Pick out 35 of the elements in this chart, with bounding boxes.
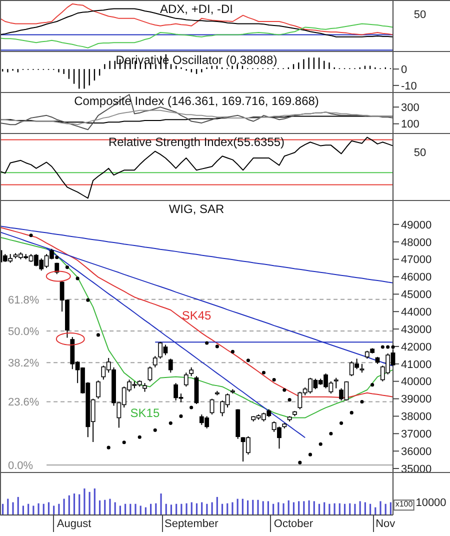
y-tick-label: 43000 [401, 324, 432, 336]
y-tick-label: 100 [401, 118, 420, 131]
y-tick-label: 47000 [401, 254, 432, 266]
text: 50 [414, 8, 426, 22]
y-tick-label: 0 [401, 64, 408, 76]
y-tick-label: 49000 [401, 219, 432, 232]
y-tick-label: -10 [401, 80, 417, 92]
y-tick-label: 36000 [401, 446, 432, 458]
text: x100 [393, 500, 415, 510]
y2-tick-label: 0.0% [8, 460, 34, 472]
y-tick-label: 37000 [401, 428, 432, 441]
series-label: SK15 [130, 406, 160, 420]
x-tick-label: Nov [376, 518, 396, 530]
y-tick-label: 38000 [401, 411, 432, 424]
text: 50 [414, 146, 426, 160]
y2-tick-label: 50.0% [8, 326, 40, 338]
y-tick-label: 300 [401, 102, 420, 114]
y-tick-label: 41000 [401, 358, 432, 371]
series-label: SK45 [182, 308, 212, 322]
y-tick-label: 46000 [401, 272, 432, 284]
y-tick-label: 40000 [401, 376, 432, 388]
text: 10000 [416, 496, 446, 510]
chart-title: WIG, SAR [168, 202, 226, 216]
y-tick-label: 45000 [401, 289, 432, 302]
y2-tick-label: 38.2% [8, 358, 40, 370]
x-tick-label: August [56, 518, 92, 530]
y-tick-label: 48000 [401, 236, 432, 249]
x-tick-label: October [274, 518, 314, 530]
y-tick-label: 39000 [401, 394, 432, 406]
chart-title: ADX, +DI, -DI [158, 2, 234, 16]
y-tick-label: 44000 [401, 306, 432, 318]
x-tick-label: September [164, 518, 219, 530]
y2-tick-label: 61.8% [8, 294, 40, 306]
y-tick-label: 42000 [401, 341, 432, 354]
y2-tick-label: 23.6% [8, 396, 40, 409]
